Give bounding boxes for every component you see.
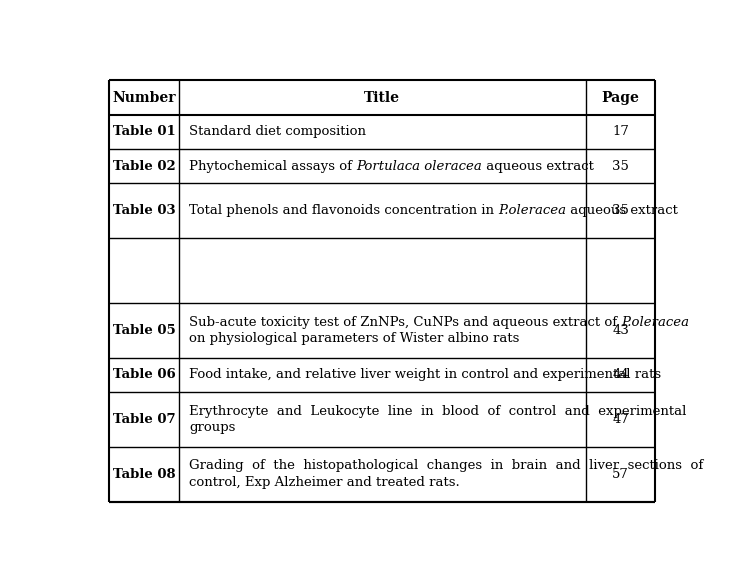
Text: Table 05: Table 05 bbox=[113, 324, 175, 337]
Text: Table 01: Table 01 bbox=[113, 126, 175, 138]
Text: Number: Number bbox=[113, 90, 176, 104]
Text: Food intake, and relative liver weight in control and experimental rats: Food intake, and relative liver weight i… bbox=[189, 369, 661, 381]
Text: Table 03: Table 03 bbox=[113, 204, 175, 217]
Text: 35: 35 bbox=[612, 204, 629, 217]
Text: on physiological parameters of Wister albino rats: on physiological parameters of Wister al… bbox=[189, 332, 519, 345]
Text: 47: 47 bbox=[612, 413, 629, 426]
Text: aqueous extract: aqueous extract bbox=[566, 204, 678, 217]
Text: Total phenols and flavonoids concentration in: Total phenols and flavonoids concentrati… bbox=[189, 204, 498, 217]
Text: 35: 35 bbox=[612, 160, 629, 173]
Text: Erythrocyte  and  Leukocyte  line  in  blood  of  control  and  experimental: Erythrocyte and Leukocyte line in blood … bbox=[189, 405, 686, 418]
Text: Table 02: Table 02 bbox=[113, 160, 175, 173]
Text: Standard diet composition: Standard diet composition bbox=[189, 126, 366, 138]
Text: Table 06: Table 06 bbox=[113, 369, 175, 381]
Text: Title: Title bbox=[364, 90, 401, 104]
Text: Portulaca oleracea: Portulaca oleracea bbox=[357, 160, 482, 173]
Text: control, Exp Alzheimer and treated rats.: control, Exp Alzheimer and treated rats. bbox=[189, 476, 460, 489]
Text: Sub-acute toxicity test of ZnNPs, CuNPs and aqueous extract of: Sub-acute toxicity test of ZnNPs, CuNPs … bbox=[189, 316, 621, 329]
Text: 44: 44 bbox=[612, 369, 629, 381]
Text: aqueous extract: aqueous extract bbox=[482, 160, 594, 173]
Text: 57: 57 bbox=[612, 468, 629, 480]
Text: Phytochemical assays of: Phytochemical assays of bbox=[189, 160, 357, 173]
Text: Grading  of  the  histopathological  changes  in  brain  and  liver  sections  o: Grading of the histopathological changes… bbox=[189, 460, 703, 472]
Text: 17: 17 bbox=[612, 126, 629, 138]
Text: 43: 43 bbox=[612, 324, 629, 337]
Text: P.oleracea: P.oleracea bbox=[621, 316, 689, 329]
Text: Table 07: Table 07 bbox=[113, 413, 175, 426]
Text: Page: Page bbox=[601, 90, 639, 104]
Text: Table 08: Table 08 bbox=[113, 468, 175, 480]
Text: P.oleracea: P.oleracea bbox=[498, 204, 566, 217]
Text: groups: groups bbox=[189, 421, 236, 434]
